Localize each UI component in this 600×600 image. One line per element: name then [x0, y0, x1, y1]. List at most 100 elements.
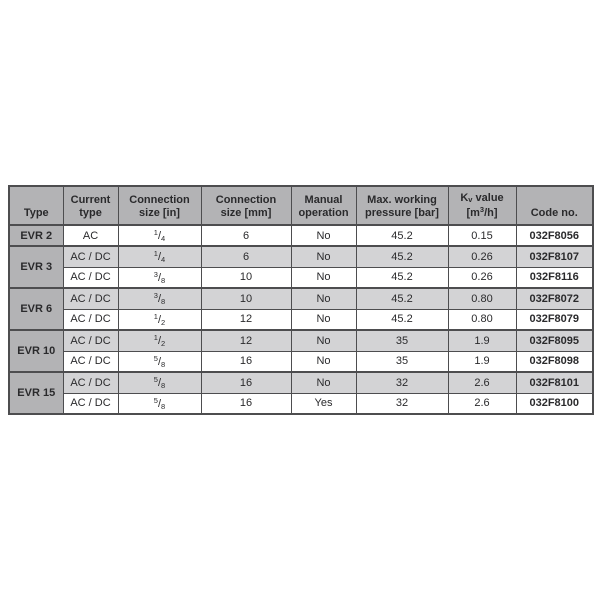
fraction-denominator: 8	[161, 381, 166, 391]
cell-current-type: AC / DC	[62, 287, 119, 310]
header-label: size [in]	[139, 207, 180, 220]
table-row: EVR 2 AC 1/4 6 No 45.2 0.15 032F8056	[8, 224, 594, 247]
header-label: type	[79, 207, 102, 220]
header-superscript: 3	[479, 205, 485, 215]
cell-connection-size-mm: 12	[200, 329, 292, 352]
fraction-denominator: 8	[161, 359, 166, 369]
fraction-slash: /	[157, 377, 162, 390]
fraction-denominator: 8	[161, 275, 166, 285]
cell-current-type: AC / DC	[62, 308, 119, 331]
fraction-numerator: 3	[153, 269, 158, 279]
cell-connection-size-mm: 12	[200, 308, 292, 331]
col-header-manual-operation: Manual operation	[290, 185, 357, 226]
fraction-slash: /	[157, 313, 162, 326]
header-label: Code no.	[530, 207, 578, 220]
cell-current-type: AC	[62, 224, 119, 247]
cell-type: EVR 3	[8, 245, 64, 289]
cell-max-working-pressure: 32	[355, 371, 449, 394]
cell-connection-size-mm: 6	[200, 224, 292, 247]
fraction-slash: /	[157, 230, 162, 242]
cell-max-working-pressure: 45.2	[355, 287, 449, 310]
table-header: Type Current type Connection size [in] Con…	[8, 185, 594, 226]
cell-type: EVR 15	[8, 371, 64, 415]
cell-connection-size-in: 5/8	[117, 392, 202, 415]
cell-kv-value: 2.6	[447, 371, 517, 394]
cell-max-working-pressure: 32	[355, 392, 449, 415]
cell-connection-size-mm: 16	[200, 392, 292, 415]
col-header-max-working-pressure: Max. working pressure [bar]	[355, 185, 449, 226]
header-label: operation	[298, 207, 349, 220]
header-label: Max. working	[367, 193, 437, 206]
table-row: AC / DC 5/8 16 Yes 32 2.6 032F8100	[9, 392, 594, 415]
cell-kv-value: 0.80	[447, 308, 517, 331]
cell-type: EVR 10	[8, 329, 64, 373]
cell-manual-operation: No	[290, 308, 357, 331]
cell-code-no: 032F8100	[515, 392, 594, 415]
cell-max-working-pressure: 35	[355, 350, 449, 373]
cell-manual-operation: No	[290, 350, 357, 373]
col-header-type: Type	[8, 185, 64, 226]
cell-connection-size-in: 3/8	[117, 266, 202, 289]
header-label: pressure [bar]	[365, 207, 439, 220]
header-label: size [mm]	[220, 207, 272, 220]
cell-code-no: 032F8098	[515, 350, 594, 373]
cell-manual-operation: No	[290, 266, 357, 289]
fraction-denominator: 2	[161, 339, 166, 349]
fraction-slash: /	[157, 335, 162, 348]
cell-connection-size-in: 1/4	[117, 224, 202, 247]
cell-kv-value: 1.9	[447, 350, 517, 373]
fraction-slash: /	[157, 355, 162, 368]
cell-code-no: 032F8056	[515, 224, 594, 247]
col-header-kv-value: Kv value [m3/h]	[447, 185, 517, 226]
fraction-numerator: 1	[153, 333, 158, 343]
cell-connection-size-in: 1/2	[117, 308, 202, 331]
header-label: Connection	[129, 193, 190, 206]
table-row: AC / DC 3/8 10 No 45.2 0.26 032F8116	[9, 266, 594, 289]
table-row: EVR 15 AC / DC 5/8 16 No 32 2.6 032F8101	[8, 371, 594, 415]
fraction-slash: /	[157, 293, 162, 306]
fraction-slash: /	[157, 271, 162, 284]
cell-current-type: AC / DC	[62, 392, 119, 415]
table-row: EVR 10 AC / DC 1/2 12 No 35 1.9 032F8095	[8, 329, 594, 373]
table-row: EVR 3 AC / DC 1/4 6 No 45.2 0.26 032F810…	[8, 245, 594, 289]
cell-kv-value: 2.6	[447, 392, 517, 415]
cell-code-no: 032F8116	[515, 266, 594, 289]
cell-connection-size-in: 3/8	[117, 287, 202, 310]
cell-manual-operation: No	[290, 329, 357, 352]
cell-connection-size-mm: 10	[200, 287, 292, 310]
cell-manual-operation: Yes	[290, 392, 357, 415]
cell-manual-operation: No	[290, 224, 357, 247]
fraction-denominator: 2	[161, 317, 166, 327]
cell-current-type: AC / DC	[62, 245, 119, 268]
fraction-denominator: 8	[161, 401, 166, 411]
header-label: Current	[70, 193, 111, 206]
fraction-numerator: 5	[153, 395, 158, 405]
table-row: AC / DC 1/2 12 No 45.2 0.80 032F8079	[9, 308, 594, 331]
cell-current-type: AC / DC	[62, 329, 119, 352]
cell-type: EVR 2	[8, 224, 64, 247]
fraction-numerator: 5	[153, 375, 158, 385]
header-label: /h]	[484, 207, 498, 220]
header-label: Type	[23, 207, 49, 220]
valve-spec-table: Type Current type Connection size [in] Con…	[8, 185, 594, 415]
header-label: Connection	[215, 193, 277, 206]
header-label: Manual	[304, 193, 343, 206]
cell-connection-size-in: 5/8	[117, 371, 202, 394]
cell-type: EVR 6	[8, 287, 64, 331]
col-header-code-no: Code no.	[515, 185, 594, 226]
cell-current-type: AC / DC	[62, 371, 119, 394]
cell-current-type: AC / DC	[62, 350, 119, 373]
cell-max-working-pressure: 45.2	[355, 308, 449, 331]
col-header-connection-size-mm: Connection size [mm]	[200, 185, 292, 226]
cell-current-type: AC / DC	[62, 266, 119, 289]
fraction-numerator: 5	[153, 353, 158, 363]
cell-kv-value: 0.26	[447, 266, 517, 289]
cell-code-no: 032F8079	[515, 308, 594, 331]
header-subscript: v	[468, 194, 473, 204]
cell-code-no: 032F8101	[515, 371, 594, 394]
cell-connection-size-in: 1/4	[117, 245, 202, 268]
cell-code-no: 032F8095	[515, 329, 594, 352]
cell-kv-value: 0.26	[447, 245, 517, 268]
cell-connection-size-in: 5/8	[117, 350, 202, 373]
